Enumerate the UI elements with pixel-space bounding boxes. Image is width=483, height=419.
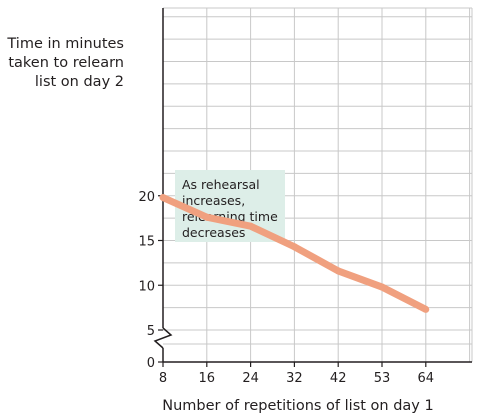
data-point <box>378 283 386 291</box>
series <box>159 194 430 313</box>
y-tick-label: 15 <box>138 235 155 250</box>
y-axis-title: Time in minutes taken to relearn list on… <box>6 36 124 90</box>
grid <box>163 7 473 362</box>
y-axis-title-line-2: taken to relearn <box>8 55 124 71</box>
x-tick-label: 16 <box>199 371 216 386</box>
data-point <box>203 213 211 221</box>
data-point <box>247 222 255 230</box>
x-tick-label: 42 <box>330 371 347 386</box>
annotation-box: As rehearsal increases, relearning time … <box>175 170 285 242</box>
y-tick-label: 0 <box>147 356 155 371</box>
x-tick-label: 24 <box>242 371 259 386</box>
annotation-line-2: increases, <box>182 193 245 208</box>
x-tick-label: 32 <box>286 371 303 386</box>
annotation-line-4: decreases <box>182 225 245 240</box>
y-tick-label: 20 <box>138 190 155 205</box>
y-axis-title-line-3: list on day 2 <box>35 74 124 90</box>
y-axis-break <box>153 327 173 349</box>
x-axis-title: Number of repetitions of list on day 1 <box>162 398 433 414</box>
x-tick-label: 53 <box>374 371 391 386</box>
tick-labels: 8 16 24 32 42 53 64 0 5 10 15 20 <box>138 190 434 386</box>
data-point <box>159 194 167 202</box>
annotation-line-1: As rehearsal <box>182 177 260 192</box>
x-tick-label: 8 <box>159 371 167 386</box>
data-point <box>334 267 342 275</box>
axes <box>153 8 472 367</box>
y-tick-label: 10 <box>138 279 155 294</box>
data-point <box>290 243 298 251</box>
x-tick-label: 64 <box>418 371 435 386</box>
y-axis-title-line-1: Time in minutes <box>6 36 124 52</box>
data-point <box>422 305 430 313</box>
y-tick-label: 5 <box>147 324 155 339</box>
